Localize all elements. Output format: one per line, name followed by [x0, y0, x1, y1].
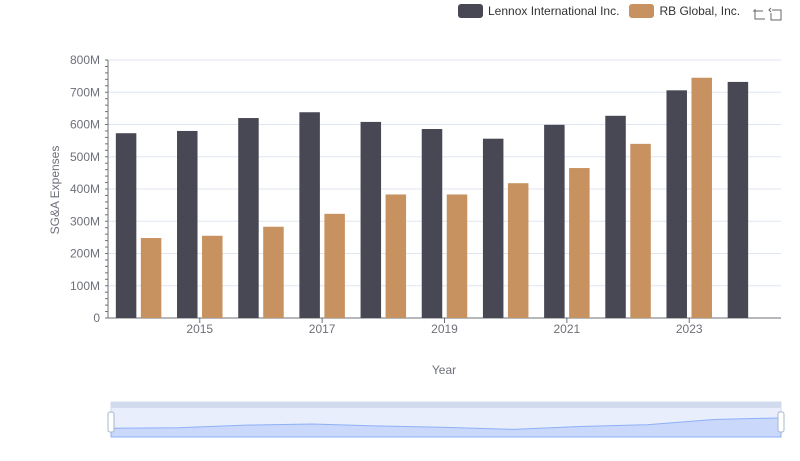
x-axis: 2015 2017 2019 2021 2023: [186, 318, 703, 336]
legend-item-lennox[interactable]: Lennox International Inc.: [458, 4, 619, 18]
bar-lennox-2018[interactable]: [360, 121, 382, 318]
y-tick-label: 600M: [70, 118, 100, 132]
bar-rb-global-2017[interactable]: [324, 213, 345, 318]
bar-rb-global-2016[interactable]: [263, 226, 284, 318]
bar-lennox-2024[interactable]: [727, 81, 749, 319]
bar-lennox-2021[interactable]: [544, 124, 565, 318]
y-tick-label: 300M: [70, 214, 100, 228]
bars: [115, 77, 749, 319]
bar-lennox-2016[interactable]: [238, 118, 259, 318]
y-tick-label: 100M: [70, 279, 100, 293]
y-tick-label: 800M: [70, 53, 100, 67]
bar-lennox-2015[interactable]: [177, 130, 198, 318]
legend-swatch: [629, 4, 655, 18]
zoom-right-handle[interactable]: [777, 411, 785, 433]
legend-item-rb-global[interactable]: RB Global, Inc.: [629, 4, 740, 18]
bar-lennox-2017[interactable]: [299, 112, 320, 319]
bar-rb-global-2015[interactable]: [202, 235, 223, 318]
legend-swatch: [458, 4, 483, 18]
bar-lennox-2023[interactable]: [666, 90, 687, 318]
y-tick-label: 700M: [70, 85, 100, 99]
x-tick-label: 2017: [309, 322, 336, 336]
bar-rb-global-2014[interactable]: [140, 238, 162, 318]
bar-rb-global-2021[interactable]: [569, 168, 590, 318]
x-tick-label: 2021: [554, 322, 581, 336]
bar-lennox-2014[interactable]: [115, 133, 137, 318]
bar-lennox-2019[interactable]: [421, 129, 443, 318]
y-axis: 0 100M 200M 300M 400M 500M 600M 700M 800M: [70, 53, 109, 325]
y-tick-label: 200M: [70, 247, 100, 261]
x-tick-label: 2019: [431, 322, 458, 336]
legend-label: RB Global, Inc.: [659, 4, 741, 18]
bar-rb-global-2020[interactable]: [507, 183, 529, 318]
toolbox: [748, 6, 784, 22]
zoom-icon[interactable]: [750, 6, 766, 22]
zoom-move-handle[interactable]: [111, 402, 781, 408]
bar-rb-global-2023[interactable]: [691, 77, 712, 318]
y-tick-label: 400M: [70, 182, 100, 196]
y-axis-title: SG&A Expenses: [48, 146, 62, 235]
y-tick-label: 0: [93, 311, 100, 325]
bar-rb-global-2022[interactable]: [630, 143, 651, 318]
restore-icon[interactable]: [768, 6, 784, 22]
bar-lennox-2022[interactable]: [605, 115, 626, 318]
x-tick-label: 2023: [676, 322, 703, 336]
zoom-left-handle[interactable]: [107, 411, 115, 433]
y-tick-label: 500M: [70, 150, 100, 164]
zoom-preview-area: [110, 417, 782, 438]
bar-rb-global-2019[interactable]: [446, 194, 468, 318]
legend-label: Lennox International Inc.: [488, 4, 620, 18]
legend: Lennox International Inc. RB Global, Inc…: [458, 4, 750, 18]
bar-lennox-2020[interactable]: [482, 138, 504, 318]
x-axis-title: Year: [432, 363, 456, 377]
data-zoom-slider[interactable]: [107, 401, 785, 438]
bar-rb-global-2018[interactable]: [385, 194, 407, 318]
x-tick-label: 2015: [186, 322, 213, 336]
